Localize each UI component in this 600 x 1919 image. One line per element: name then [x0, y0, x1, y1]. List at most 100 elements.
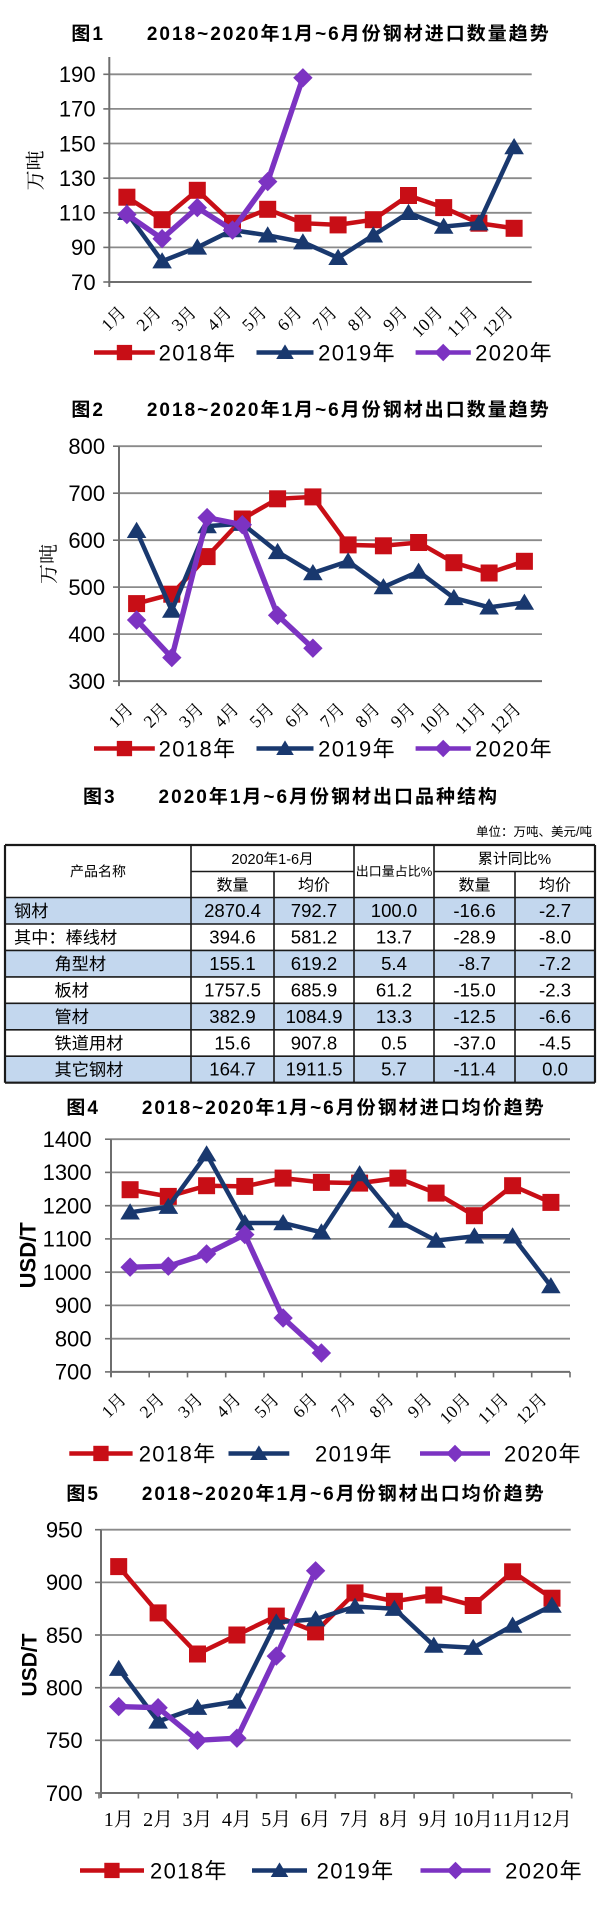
svg-text:-8.7: -8.7 — [459, 953, 491, 974]
svg-text:190: 190 — [59, 62, 96, 87]
svg-text:9: 9 — [403, 1401, 424, 1422]
svg-text:3: 3 — [104, 787, 115, 808]
svg-text:110: 110 — [59, 201, 96, 226]
svg-text:8: 8 — [351, 711, 372, 732]
svg-text:0.0: 0.0 — [542, 1059, 568, 1080]
svg-text:1100: 1100 — [43, 1227, 92, 1252]
svg-text:800: 800 — [55, 1327, 92, 1352]
svg-text:6: 6 — [281, 711, 302, 732]
svg-text:70: 70 — [71, 270, 96, 295]
svg-text:2: 2 — [132, 315, 152, 335]
svg-text:7: 7 — [340, 1809, 350, 1831]
svg-text:2018~2020: 2018~2020 — [142, 1098, 254, 1119]
svg-text:4: 4 — [222, 1809, 232, 1831]
svg-text:400: 400 — [68, 622, 105, 647]
svg-text:2019: 2019 — [317, 1858, 370, 1883]
svg-text:4: 4 — [87, 1098, 98, 1119]
svg-text:2019: 2019 — [318, 340, 371, 365]
svg-text:2: 2 — [139, 711, 159, 731]
svg-text:1: 1 — [92, 24, 103, 45]
svg-text:5: 5 — [245, 711, 266, 732]
svg-text:2020: 2020 — [505, 1858, 558, 1883]
svg-text:4: 4 — [210, 711, 231, 732]
svg-text:~6: ~6 — [315, 24, 339, 45]
svg-text:1400: 1400 — [43, 1127, 92, 1152]
svg-text:1084.9: 1084.9 — [286, 1006, 343, 1027]
svg-text:-4.5: -4.5 — [539, 1032, 571, 1053]
svg-text:2018~2020: 2018~2020 — [147, 24, 259, 45]
svg-text:950: 950 — [46, 1518, 83, 1543]
svg-text:13.7: 13.7 — [376, 927, 412, 948]
svg-text:2870.4: 2870.4 — [204, 900, 261, 921]
svg-text:2018~2020: 2018~2020 — [147, 400, 259, 421]
svg-text:%: % — [421, 864, 433, 879]
svg-text:8: 8 — [379, 1809, 389, 1831]
svg-text:2: 2 — [135, 1401, 155, 1421]
svg-text:907.8: 907.8 — [291, 1032, 338, 1053]
svg-text:500: 500 — [68, 575, 105, 600]
svg-text:300: 300 — [68, 669, 105, 694]
svg-text:5.7: 5.7 — [381, 1059, 407, 1080]
svg-text:9: 9 — [379, 314, 400, 335]
svg-text:2019: 2019 — [318, 736, 371, 761]
svg-text:0.5: 0.5 — [381, 1032, 407, 1053]
svg-text:2020: 2020 — [475, 340, 528, 365]
svg-text:1757.5: 1757.5 — [204, 979, 261, 1000]
svg-text:1: 1 — [230, 787, 241, 808]
svg-text:792.7: 792.7 — [291, 900, 338, 921]
svg-text:1: 1 — [104, 1809, 114, 1831]
svg-text:2020: 2020 — [159, 787, 207, 808]
svg-text:155.1: 155.1 — [209, 953, 256, 974]
svg-text:15.6: 15.6 — [214, 1032, 250, 1053]
svg-text:5: 5 — [250, 1401, 271, 1422]
svg-text:2018: 2018 — [159, 736, 212, 761]
svg-text:1: 1 — [97, 1401, 117, 1421]
svg-text:8: 8 — [343, 314, 364, 335]
svg-text:1300: 1300 — [43, 1160, 92, 1185]
svg-text:100.0: 100.0 — [371, 900, 418, 921]
svg-text:382.9: 382.9 — [209, 1006, 256, 1027]
svg-text:2018: 2018 — [139, 1441, 192, 1466]
svg-text:5.4: 5.4 — [381, 953, 407, 974]
svg-text:1911.5: 1911.5 — [286, 1059, 343, 1080]
svg-text:800: 800 — [46, 1676, 83, 1701]
svg-text:850: 850 — [46, 1623, 83, 1648]
svg-text:6: 6 — [273, 314, 294, 335]
svg-text:7: 7 — [327, 1401, 348, 1422]
svg-text:1: 1 — [282, 24, 293, 45]
svg-text:2018: 2018 — [150, 1858, 203, 1883]
svg-text:-7.2: -7.2 — [539, 953, 571, 974]
svg-text:~6: ~6 — [310, 1098, 334, 1119]
svg-text:-8.0: -8.0 — [539, 927, 571, 948]
svg-text:1: 1 — [97, 315, 117, 335]
svg-text:2019: 2019 — [315, 1441, 368, 1466]
svg-text:-12.5: -12.5 — [453, 1006, 495, 1027]
svg-text:2020: 2020 — [475, 736, 528, 761]
svg-text:800: 800 — [68, 434, 105, 459]
svg-text:1: 1 — [277, 1098, 288, 1119]
svg-text:1: 1 — [104, 711, 124, 731]
svg-text:8: 8 — [365, 1401, 386, 1422]
svg-text:619.2: 619.2 — [291, 953, 338, 974]
svg-text:-11.4: -11.4 — [453, 1059, 495, 1080]
svg-text:700: 700 — [55, 1360, 92, 1385]
svg-text:130: 130 — [59, 166, 96, 191]
svg-text:5: 5 — [261, 1809, 271, 1831]
svg-text:6: 6 — [301, 1809, 311, 1831]
svg-text:6: 6 — [289, 1401, 310, 1422]
svg-text:170: 170 — [59, 97, 96, 122]
svg-text:900: 900 — [55, 1293, 92, 1318]
svg-text:150: 150 — [59, 131, 96, 156]
svg-text:3: 3 — [183, 1809, 193, 1831]
svg-text:9: 9 — [386, 711, 407, 732]
svg-text:3: 3 — [175, 711, 196, 732]
svg-text:-28.9: -28.9 — [453, 927, 495, 948]
svg-text:600: 600 — [68, 528, 105, 553]
svg-text:13.3: 13.3 — [376, 1006, 412, 1027]
svg-text:750: 750 — [46, 1728, 83, 1753]
svg-text:10: 10 — [453, 1809, 473, 1831]
svg-text:USD/T: USD/T — [18, 1633, 41, 1696]
svg-text:7: 7 — [308, 314, 329, 335]
svg-text:2020: 2020 — [231, 852, 263, 868]
svg-text:2: 2 — [143, 1809, 153, 1831]
